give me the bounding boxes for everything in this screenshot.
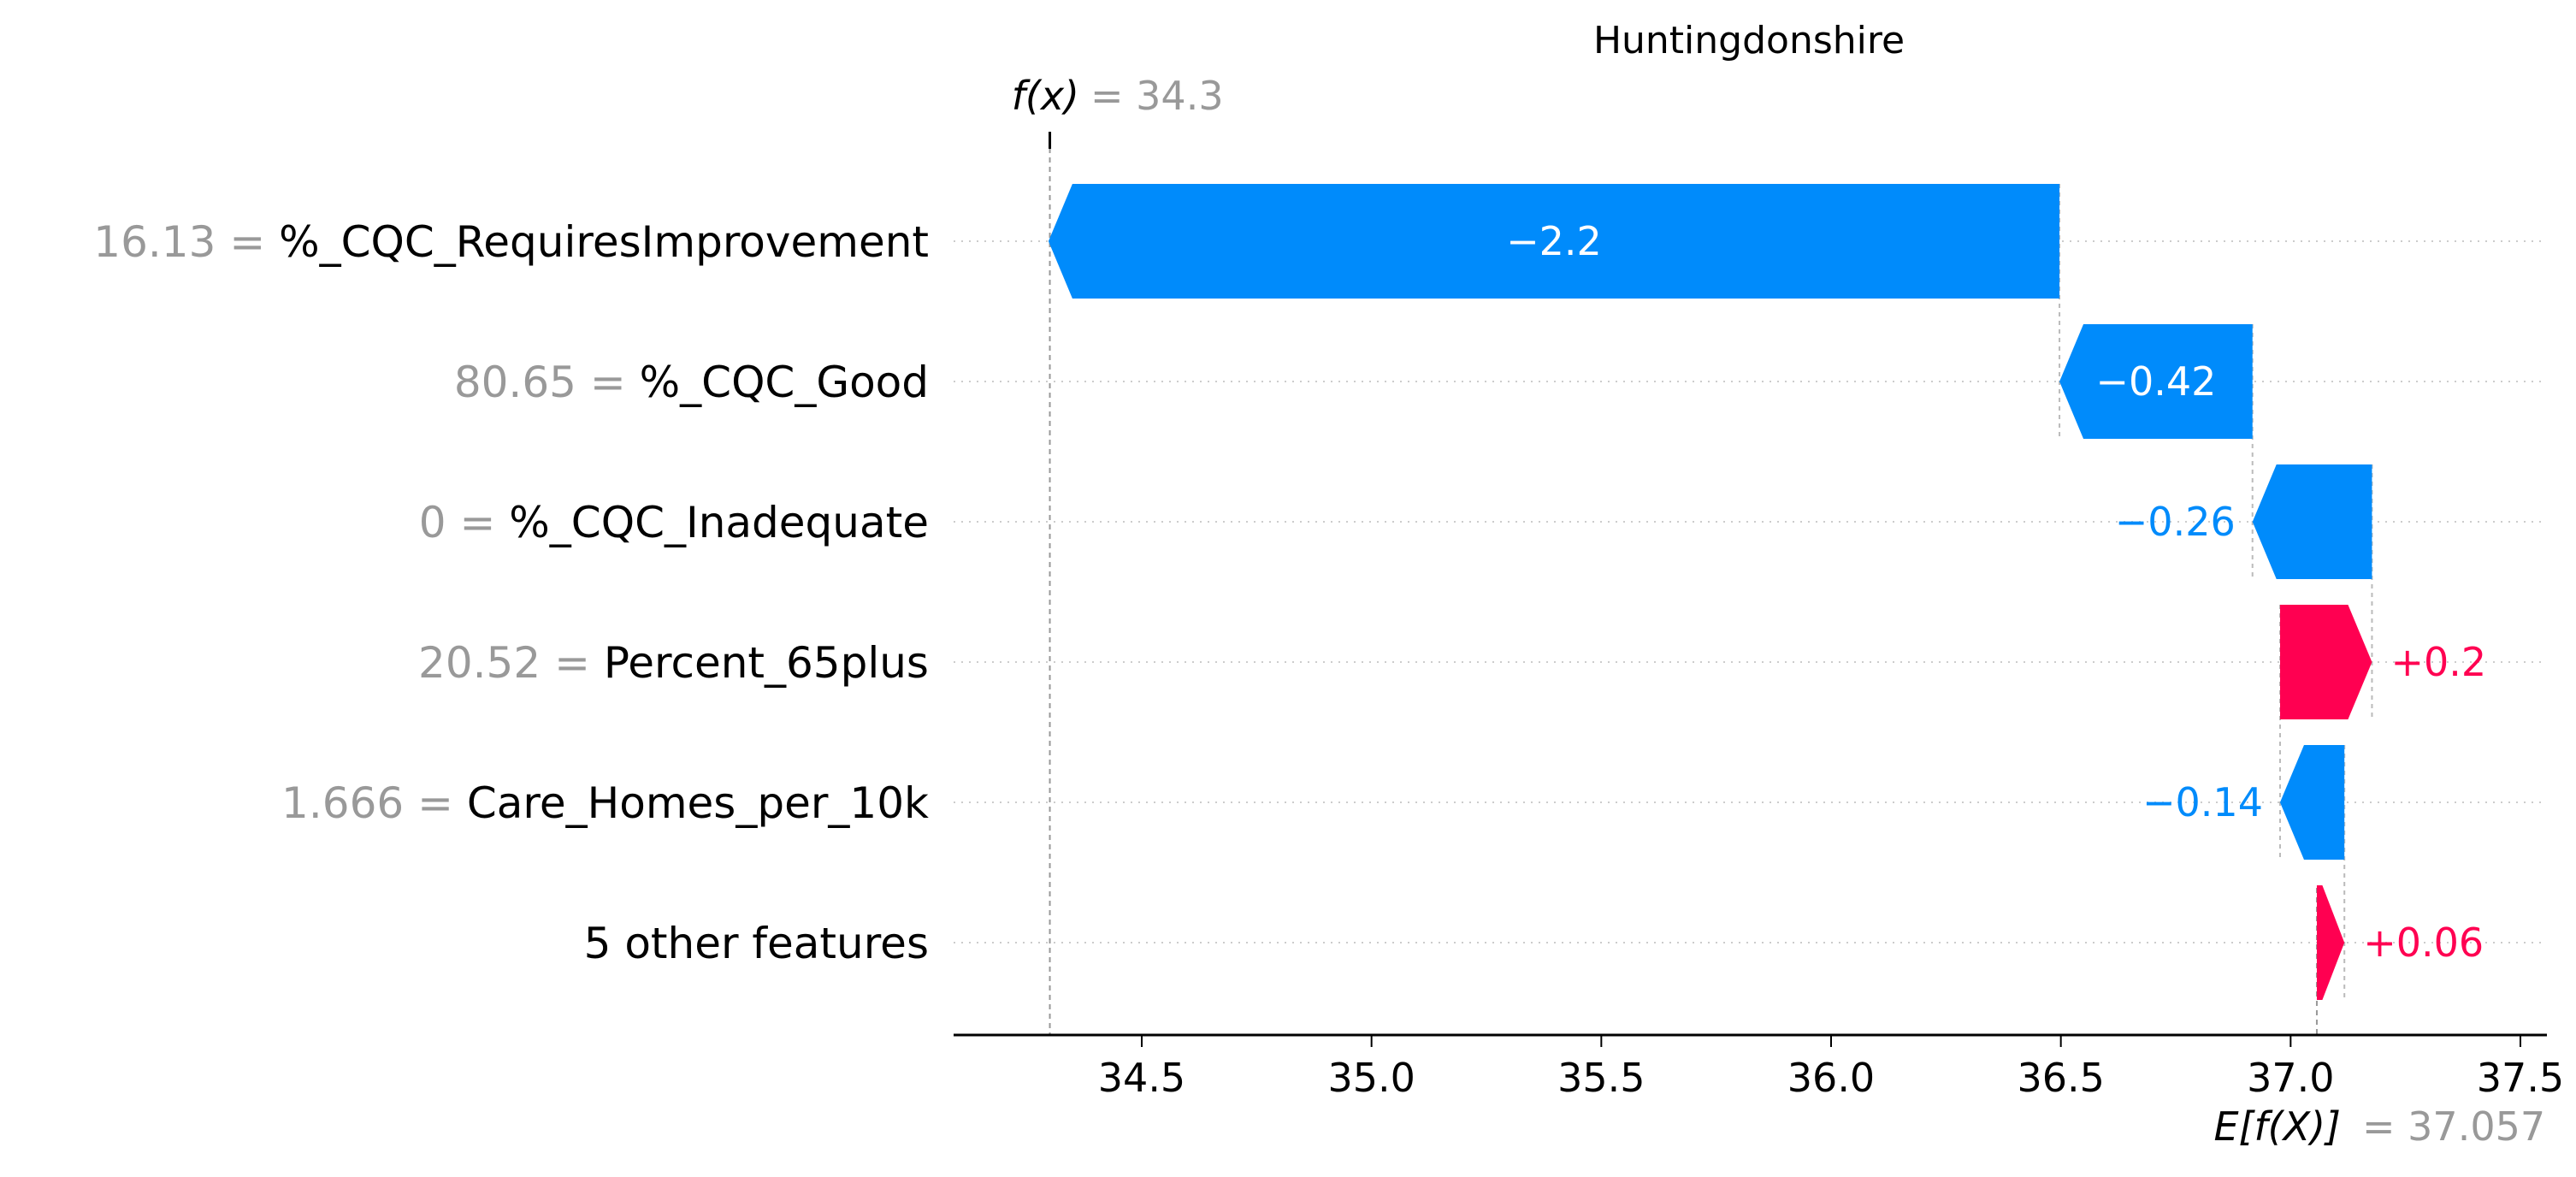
bar-value-label: −0.26 [2115,499,2236,545]
feature-name: %_CQC_Inadequate [509,498,929,547]
feature-value: 1.666 = [281,778,467,828]
contribution-bar [1048,184,2060,299]
x-tick-label: 34.5 [1098,1055,1185,1101]
bar-value-label: −0.42 [2095,358,2216,405]
base-value: = 37.057 [2362,1103,2545,1150]
contribution-bar [2252,464,2372,579]
bar-value-label: −0.14 [2142,779,2263,825]
contribution-bar [2316,885,2345,1000]
feature-labels: 16.13 = %_CQC_RequiresImprovement 80.65 =… [93,217,929,968]
feature-label: 5 other features [584,919,929,968]
feature-label: 20.52 = Percent_65plus [418,638,929,688]
x-tick-label: 35.5 [1557,1055,1645,1101]
feature-name: 5 other features [584,919,929,968]
feature-value: 16.13 = [93,217,279,267]
feature-value: 80.65 = [454,358,640,407]
chart-title: Huntingdonshire [1593,19,1905,62]
feature-name: %_CQC_Good [640,358,929,407]
x-axis-ticks: 34.5 35.0 35.5 36.0 36.5 37.0 37.5 [1098,1035,2564,1101]
contribution-bar [2279,745,2345,860]
feature-label: 16.13 = %_CQC_RequiresImprovement [93,217,929,267]
feature-value: 20.52 = [418,638,604,688]
bar-value-label: +0.06 [2363,920,2484,966]
bar-value-label: −2.2 [1506,218,1602,264]
bars: −2.2 −0.42 −0.26 +0.2 −0.14 +0.06 [1048,184,2486,1000]
x-tick-label: 36.5 [2017,1055,2104,1101]
contribution-bar [2279,605,2372,719]
feature-label: 0 = %_CQC_Inadequate [419,498,929,547]
fx-label: f(x) [1012,73,1079,119]
guide-lines [1049,132,2373,1035]
feature-name: Care_Homes_per_10k [467,778,929,828]
contribution-bar [2059,324,2253,439]
bar-value-label: +0.2 [2390,639,2486,685]
feature-name: %_CQC_RequiresImprovement [279,217,929,267]
x-tick-label: 37.0 [2247,1055,2334,1101]
x-tick-label: 35.0 [1327,1055,1415,1101]
x-tick-label: 36.0 [1787,1055,1875,1101]
feature-name: Percent_65plus [604,638,929,688]
base-label: E[f(X)] [2213,1103,2341,1150]
feature-value: 0 = [419,498,510,547]
feature-label: 1.666 = Care_Homes_per_10k [281,778,929,828]
fx-value: = 34.3 [1090,73,1224,119]
x-tick-label: 37.5 [2477,1055,2564,1101]
feature-label: 80.65 = %_CQC_Good [454,358,929,407]
